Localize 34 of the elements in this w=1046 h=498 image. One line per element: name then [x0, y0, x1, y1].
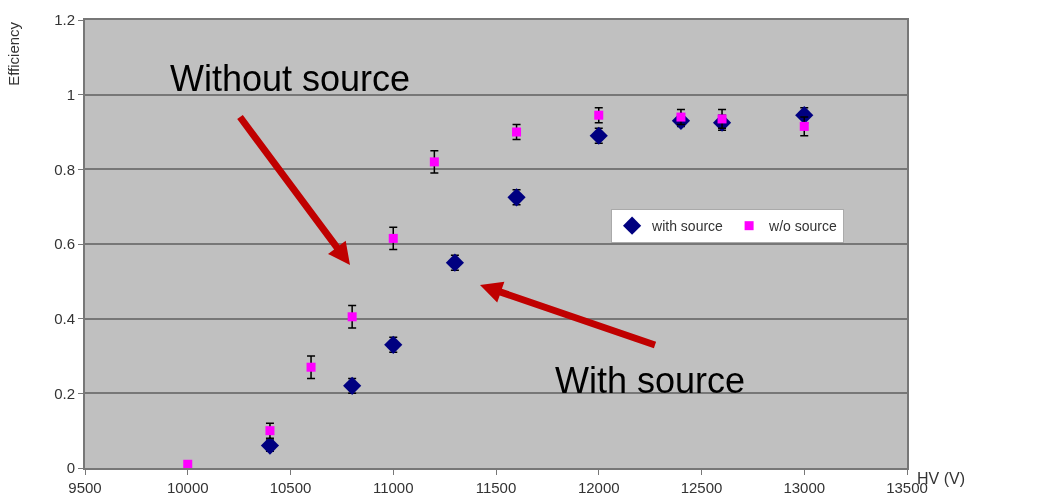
point	[594, 110, 604, 120]
y-tick-label: 1.2	[54, 11, 75, 29]
x-tick-label: 10500	[269, 479, 312, 496]
point	[384, 335, 403, 354]
point	[388, 233, 398, 243]
point	[306, 362, 316, 372]
y-tick-label: 0.6	[54, 235, 75, 253]
x-tick-label: 12500	[680, 479, 723, 496]
point	[429, 157, 439, 167]
x-tick-label: 11500	[475, 479, 517, 496]
x-tick-label: 11000	[372, 479, 414, 496]
y-axis-title: Efficiency	[4, 21, 22, 86]
point	[347, 312, 357, 322]
point	[260, 436, 280, 455]
annotation: Without source	[170, 58, 411, 99]
x-tick-label: 12000	[577, 479, 620, 496]
point	[445, 253, 464, 272]
point	[512, 127, 522, 137]
legend-label: w/o source	[768, 218, 838, 235]
point	[265, 426, 275, 436]
x-tick-label: 10000	[166, 479, 209, 496]
point	[343, 376, 362, 395]
y-tick-label: 0.2	[54, 384, 75, 402]
y-tick-label: 0	[66, 459, 75, 477]
point	[799, 121, 809, 131]
annotation: With source	[555, 360, 746, 401]
x-tick-label: 9500	[68, 479, 102, 496]
x-tick-label: 13000	[783, 479, 826, 496]
y-tick-label: 0.8	[54, 160, 75, 178]
y-tick-label: 0.4	[54, 309, 75, 327]
point	[507, 188, 526, 207]
y-tick-label: 1	[66, 85, 75, 103]
legend-label: with source	[651, 218, 724, 235]
point	[589, 126, 608, 145]
